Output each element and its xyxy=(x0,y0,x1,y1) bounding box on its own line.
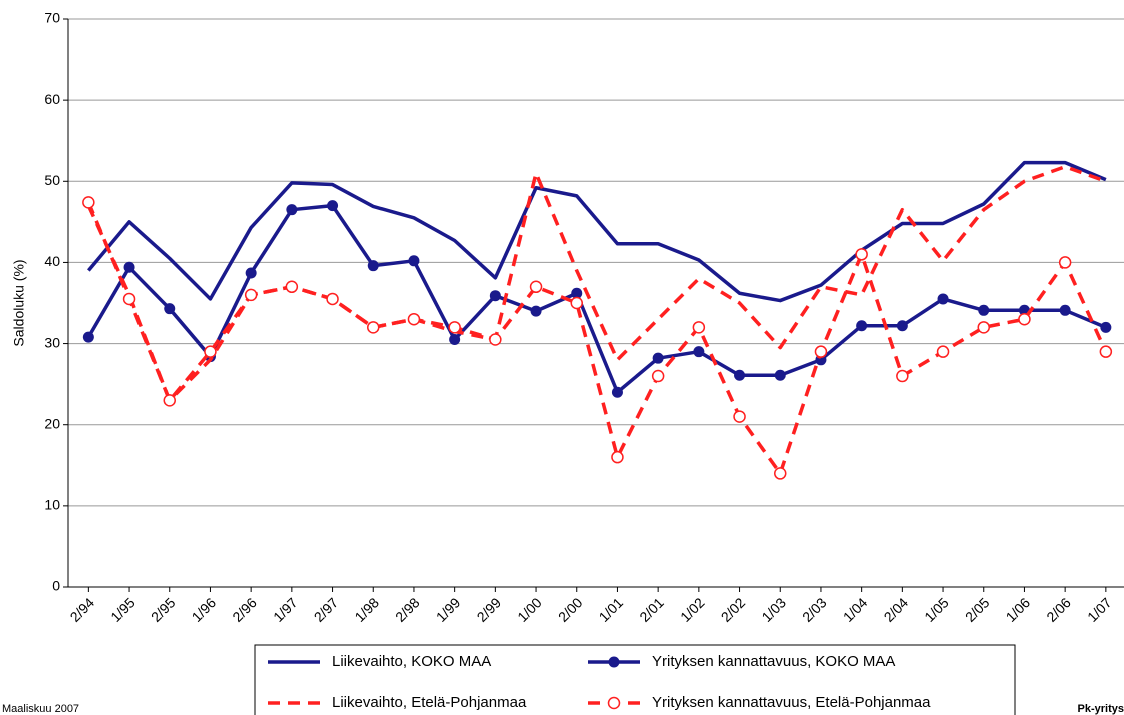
x-tick-label: 2/03 xyxy=(799,594,830,625)
series-line xyxy=(87,160,1107,303)
x-tick-label: 2/04 xyxy=(881,594,912,625)
point xyxy=(652,352,664,364)
point xyxy=(937,293,949,305)
point xyxy=(326,292,339,306)
point xyxy=(1099,345,1113,358)
point xyxy=(448,321,461,334)
y-tick-label: 70 xyxy=(44,10,60,26)
point xyxy=(733,410,746,423)
x-tick-label: 2/06 xyxy=(1043,594,1074,625)
x-tick-label: 1/05 xyxy=(921,594,952,625)
point xyxy=(529,280,543,294)
footer-left: Maaliskuu 2007 xyxy=(2,703,79,715)
x-tick-label: 1/06 xyxy=(1003,594,1034,625)
point xyxy=(693,346,705,358)
point xyxy=(774,467,787,480)
x-tick-label: 2/97 xyxy=(311,594,342,625)
point xyxy=(82,331,94,343)
x-tick-label: 2/98 xyxy=(392,594,423,625)
x-tick-label: 1/00 xyxy=(514,594,545,625)
series-line xyxy=(86,203,1107,395)
x-tick-label: 1/98 xyxy=(351,594,382,625)
x-tick-label: 1/07 xyxy=(1084,594,1115,625)
legend-label: Yrityksen kannattavuus, KOKO MAA xyxy=(652,653,895,670)
x-tick-label: 1/03 xyxy=(758,594,789,625)
point xyxy=(244,288,258,302)
point xyxy=(692,321,706,334)
point xyxy=(327,200,339,212)
legend-marker xyxy=(607,696,621,710)
x-tick-label: 2/05 xyxy=(962,594,993,625)
point xyxy=(1059,304,1071,316)
x-tick-label: 1/97 xyxy=(270,594,301,625)
point xyxy=(1018,312,1031,326)
x-tick-label: 2/96 xyxy=(229,594,260,625)
y-tick-label: 60 xyxy=(44,91,60,107)
point xyxy=(896,320,908,332)
point xyxy=(978,304,990,316)
point xyxy=(774,369,786,381)
y-tick-label: 50 xyxy=(44,172,60,188)
point xyxy=(163,394,176,407)
point xyxy=(855,248,868,261)
point xyxy=(367,260,379,272)
legend-marker xyxy=(608,656,620,668)
x-tick-label: 2/01 xyxy=(636,594,667,625)
point xyxy=(367,321,380,334)
point xyxy=(449,334,461,346)
x-tick-label: 1/02 xyxy=(677,594,708,625)
x-tick-label: 2/00 xyxy=(555,594,586,625)
y-axis-label: Saldoluku (%) xyxy=(11,259,27,346)
point xyxy=(122,292,136,306)
x-tick-label: 1/96 xyxy=(189,594,220,625)
point xyxy=(936,345,950,358)
point xyxy=(530,305,542,317)
x-tick-label: 1/95 xyxy=(107,594,138,625)
x-tick-label: 1/01 xyxy=(596,594,627,625)
point xyxy=(896,369,909,383)
x-tick-label: 2/99 xyxy=(474,594,505,625)
point xyxy=(245,267,257,279)
point xyxy=(123,261,135,273)
point xyxy=(489,333,502,346)
point xyxy=(814,345,828,358)
y-tick-label: 40 xyxy=(44,253,60,269)
series-line xyxy=(86,164,1107,403)
point xyxy=(651,369,665,383)
point xyxy=(856,320,868,332)
point xyxy=(1058,256,1072,269)
point xyxy=(407,312,421,326)
legend-label: Yrityksen kannattavuus, Etelä-Pohjanmaa xyxy=(652,694,931,711)
point xyxy=(408,255,420,267)
point xyxy=(1100,321,1112,333)
point xyxy=(82,196,95,209)
x-tick-label: 2/95 xyxy=(148,594,179,625)
point xyxy=(611,450,624,464)
point xyxy=(489,290,501,302)
point xyxy=(571,287,583,299)
legend-label: Liikevaihto, Etelä-Pohjanmaa xyxy=(332,694,527,711)
y-tick-label: 20 xyxy=(44,415,60,431)
point xyxy=(570,296,583,310)
x-tick-label: 1/04 xyxy=(840,594,871,625)
point xyxy=(611,386,623,398)
y-tick-label: 0 xyxy=(52,578,60,594)
x-tick-label: 1/99 xyxy=(433,594,464,625)
y-tick-label: 10 xyxy=(44,497,60,513)
point xyxy=(977,321,990,334)
series-line xyxy=(86,201,1108,476)
point xyxy=(734,369,746,381)
x-tick-label: 2/02 xyxy=(718,594,749,625)
point xyxy=(285,280,299,294)
x-tick-label: 2/94 xyxy=(67,594,98,625)
y-tick-label: 30 xyxy=(44,334,60,350)
point xyxy=(286,204,298,216)
point xyxy=(164,303,176,315)
legend-label: Liikevaihto, KOKO MAA xyxy=(332,653,491,670)
footer-right: Pk-yritys xyxy=(1078,703,1124,715)
point xyxy=(204,345,217,358)
